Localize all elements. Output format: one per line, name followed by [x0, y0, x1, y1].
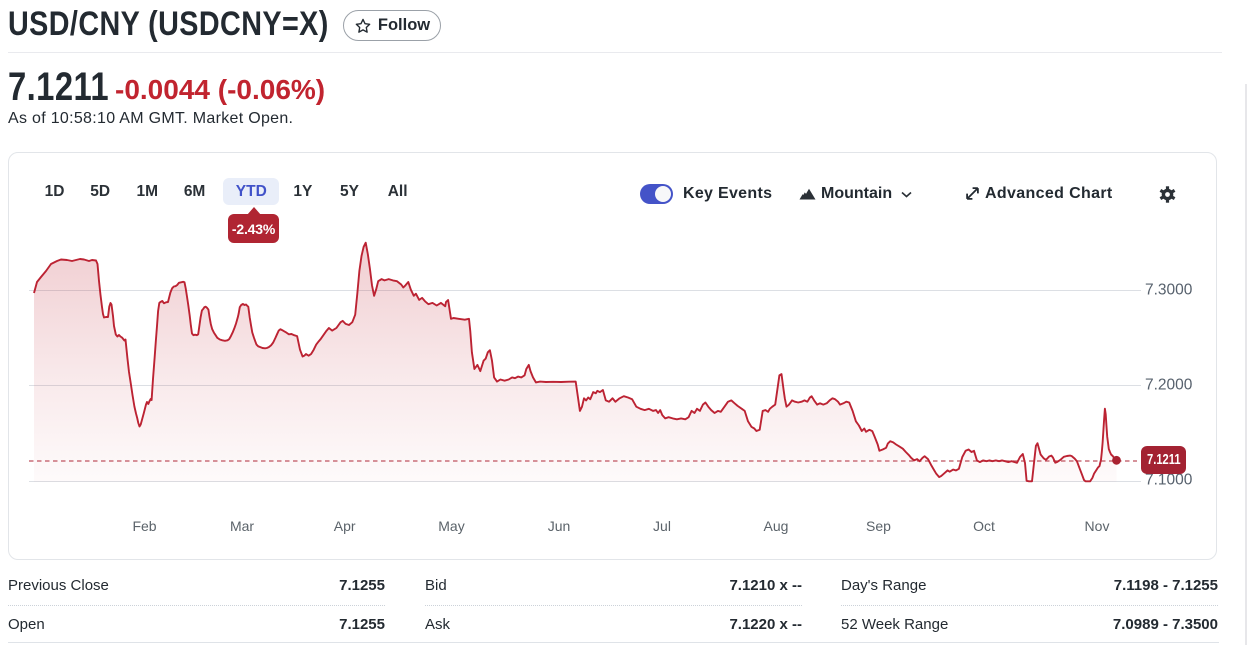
svg-text:7.1000: 7.1000: [1145, 472, 1193, 489]
svg-text:7.3000: 7.3000: [1145, 282, 1193, 299]
svg-text:7.2000: 7.2000: [1145, 377, 1193, 394]
